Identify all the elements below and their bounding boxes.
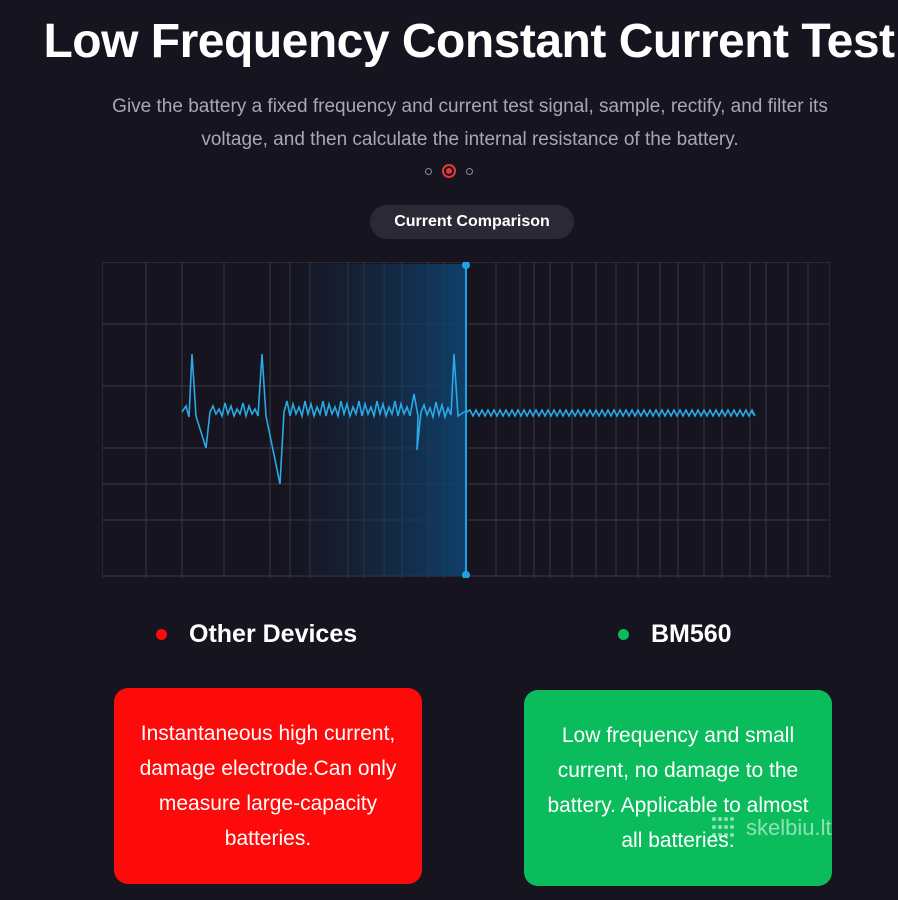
comparison-shade-region: [282, 264, 466, 576]
bm560-waveform: [465, 408, 756, 418]
page-subtitle: Give the battery a fixed frequency and c…: [112, 96, 828, 150]
current-comparison-chart: [102, 262, 830, 578]
legend-bm560-label: BM560: [651, 620, 732, 648]
watermark-text: skelbiu.lt: [746, 815, 832, 840]
section-label-pill: Current Comparison: [370, 205, 574, 239]
bm560-description: Low frequency and small current, no dama…: [547, 724, 809, 852]
other-devices-description: Instantaneous high current, damage elect…: [139, 722, 397, 850]
legend-other-devices: Other Devices: [156, 620, 357, 649]
other-devices-waveform: [181, 353, 468, 485]
cursor-bottom-handle[interactable]: [462, 571, 470, 578]
skelbiu-logo-icon: [712, 817, 738, 839]
legend-bm560-dot: [618, 629, 629, 640]
legend-bm560: BM560: [618, 620, 732, 649]
pager-dot-1[interactable]: [425, 167, 432, 175]
carousel-pager: [0, 164, 898, 178]
other-devices-card: Instantaneous high current, damage elect…: [114, 688, 422, 884]
legend-other-label: Other Devices: [189, 620, 358, 648]
cursor-top-handle[interactable]: [462, 262, 470, 269]
watermark: skelbiu.lt: [712, 815, 832, 841]
bm560-card: Low frequency and small current, no dama…: [524, 690, 832, 886]
pager-dot-2-active[interactable]: [442, 164, 456, 178]
legend-other-dot: [156, 629, 167, 640]
pager-dot-3[interactable]: [466, 167, 473, 175]
page-title: Low Frequency Constant Current Test: [43, 15, 895, 68]
